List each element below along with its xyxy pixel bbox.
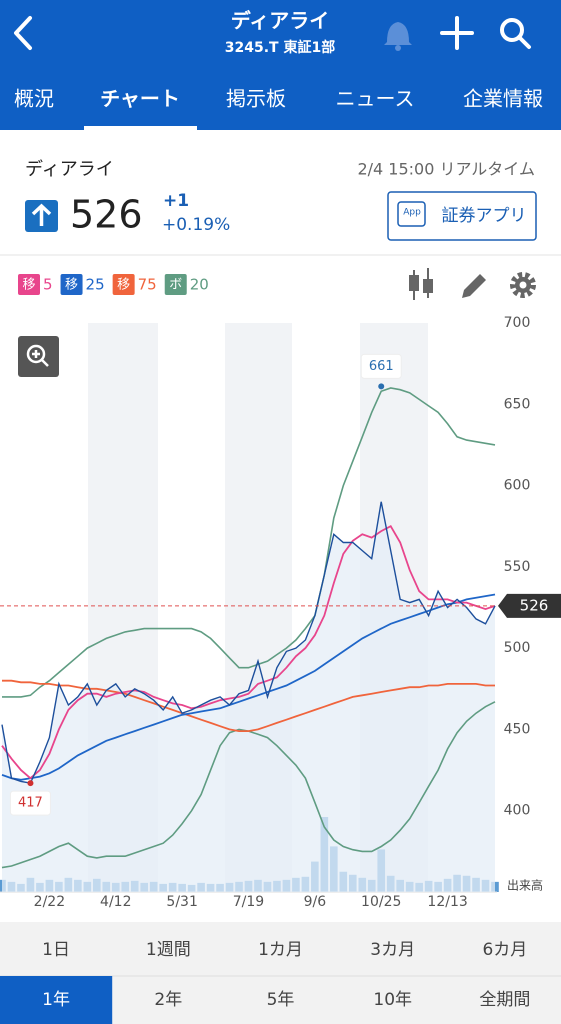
candle-body (423, 279, 433, 293)
price-area (2, 501, 495, 892)
zoom-glyph (32, 350, 49, 367)
back-button[interactable] (14, 16, 32, 50)
volume-label: 出来高 (507, 878, 543, 893)
annotation-dot (378, 383, 385, 390)
settings-icon[interactable] (510, 272, 536, 298)
legend-period: 20 (190, 276, 209, 294)
search-lens (500, 18, 524, 42)
tab[interactable]: 概況 (14, 87, 54, 111)
moving-average (1, 593, 496, 781)
indicator-legend: 移 5 移 25 移 75 ボ 20 (18, 274, 209, 295)
annotation-box (360, 353, 402, 379)
header-bar (0, 0, 561, 130)
timestamp: 2/4 15:00 リアルタイム (357, 160, 535, 179)
search-button[interactable] (500, 18, 531, 49)
period-tab[interactable]: 5年 (267, 990, 295, 1010)
annotation-dot (27, 780, 34, 787)
y-tick-label: 650 (504, 396, 531, 412)
app-button-label: 証券アプリ (442, 206, 527, 226)
legend-tag: 移 (117, 278, 130, 293)
x-tick-label: 12/13 (427, 894, 467, 910)
app-icon-label: App (403, 208, 421, 218)
current-price-tag (498, 593, 561, 618)
legend-tag: 移 (22, 278, 35, 293)
current-price-label: 526 (520, 596, 549, 614)
gear-teeth (510, 272, 536, 298)
annotation-box (9, 790, 51, 816)
app-icon-frame (397, 201, 426, 227)
app-button[interactable]: App 証券アプリ (387, 191, 537, 241)
tab[interactable]: ニュース (336, 87, 415, 111)
legend-badge (112, 274, 135, 295)
legend-badge (164, 274, 187, 295)
y-tick-label: 450 (504, 721, 531, 737)
x-tick-label: 10/25 (361, 894, 401, 910)
y-tick-label: 600 (504, 478, 531, 494)
moving-average (1, 525, 496, 780)
gear-hole (519, 281, 527, 289)
tab[interactable]: チャート (100, 87, 180, 111)
candle-body (409, 275, 419, 291)
period-tab[interactable]: 1年 (42, 990, 70, 1010)
period-tab[interactable]: 2年 (154, 990, 182, 1010)
legend-badge (60, 274, 83, 295)
chart: 出来高 526 661 417 400 450 500 550 600 650 700 2/22 4/1… (0, 315, 561, 910)
price-change: +1 (163, 191, 189, 211)
period-tabs: 1日 1週間 1カ月 3カ月 6カ月 1年 2年 5年 10年 全期間 (0, 940, 530, 1024)
zoom-button[interactable] (18, 336, 59, 377)
y-tick-label: 400 (504, 803, 531, 819)
add-button[interactable] (440, 16, 474, 50)
x-tick-label: 7/19 (233, 894, 264, 910)
tab[interactable]: 掲示板 (226, 87, 286, 111)
y-tick-label: 500 (504, 640, 531, 656)
tab[interactable]: 企業情報 (463, 87, 543, 111)
header-subtitle: 3245.T 東証1部 (225, 39, 335, 56)
y-tick-label: 700 (504, 315, 531, 331)
x-tick-label: 5/31 (166, 894, 197, 910)
x-tick-label: 2/22 (34, 894, 65, 910)
tab-bar: 概況 チャート 掲示板 ニュース 企業情報 (14, 87, 543, 130)
up-arrow (31, 203, 52, 226)
period-tab[interactable]: 1週間 (146, 940, 191, 960)
period-tab[interactable]: 10年 (373, 990, 412, 1010)
zoom-lens (26, 344, 46, 364)
search-handle (517, 35, 531, 49)
period-tab[interactable]: 1カ月 (258, 940, 303, 960)
period-active-bg (0, 976, 113, 1024)
period-tab[interactable]: 3カ月 (370, 940, 415, 960)
price: 526 (70, 193, 143, 237)
legend-period: 25 (86, 276, 105, 294)
price-line (1, 501, 496, 784)
legend-tag: ボ (169, 278, 182, 293)
bell-clapper (395, 45, 401, 51)
bell-icon[interactable] (384, 22, 412, 51)
x-tick-label: 9/6 (304, 894, 327, 910)
legend-period: 75 (138, 276, 157, 294)
y-tick-label: 550 (504, 559, 531, 575)
price-change-pct: +0.19% (162, 215, 230, 235)
candle-icon[interactable] (409, 268, 433, 300)
x-tick-label: 4/12 (100, 894, 131, 910)
legend-badge (18, 274, 40, 295)
annotation-label: 417 (18, 796, 43, 811)
draw-icon[interactable] (462, 274, 486, 298)
legend-period: 5 (43, 276, 53, 294)
period-tab[interactable]: 6カ月 (482, 940, 527, 960)
bell-shape (384, 22, 412, 45)
period-tab[interactable]: 1日 (42, 940, 70, 960)
tab-underline (84, 126, 197, 130)
annotation-label: 661 (369, 359, 394, 374)
stock-name: ディアライ (25, 159, 114, 180)
header-title: ディアライ (231, 9, 330, 33)
period-tab[interactable]: 全期間 (479, 990, 530, 1010)
legend-tag: 移 (65, 278, 78, 293)
zoom-frame (18, 336, 59, 377)
bollinger-upper (2, 387, 496, 698)
